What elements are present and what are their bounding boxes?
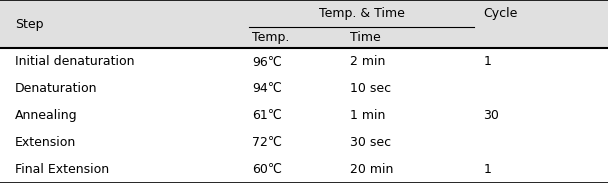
Text: Step: Step bbox=[15, 18, 44, 31]
Text: 30 sec: 30 sec bbox=[350, 136, 391, 149]
Text: Denaturation: Denaturation bbox=[15, 82, 98, 95]
Text: 10 sec: 10 sec bbox=[350, 82, 391, 95]
Text: Annealing: Annealing bbox=[15, 109, 78, 122]
Text: Extension: Extension bbox=[15, 136, 77, 149]
Text: 72℃: 72℃ bbox=[252, 136, 282, 149]
Text: Initial denaturation: Initial denaturation bbox=[15, 55, 135, 68]
Text: 60℃: 60℃ bbox=[252, 163, 282, 176]
Text: 20 min: 20 min bbox=[350, 163, 393, 176]
Text: 30: 30 bbox=[483, 109, 499, 122]
Text: 1 min: 1 min bbox=[350, 109, 385, 122]
Text: 96℃: 96℃ bbox=[252, 55, 282, 68]
Text: 1: 1 bbox=[483, 55, 491, 68]
Text: 61℃: 61℃ bbox=[252, 109, 282, 122]
Text: Temp. & Time: Temp. & Time bbox=[319, 7, 405, 20]
Text: Cycle: Cycle bbox=[483, 7, 518, 20]
Text: 2 min: 2 min bbox=[350, 55, 385, 68]
Text: 1: 1 bbox=[483, 163, 491, 176]
Text: Final Extension: Final Extension bbox=[15, 163, 109, 176]
Text: 94℃: 94℃ bbox=[252, 82, 282, 95]
Text: Temp.: Temp. bbox=[252, 31, 289, 44]
Bar bbox=[0, 0, 608, 48]
Text: Time: Time bbox=[350, 31, 381, 44]
